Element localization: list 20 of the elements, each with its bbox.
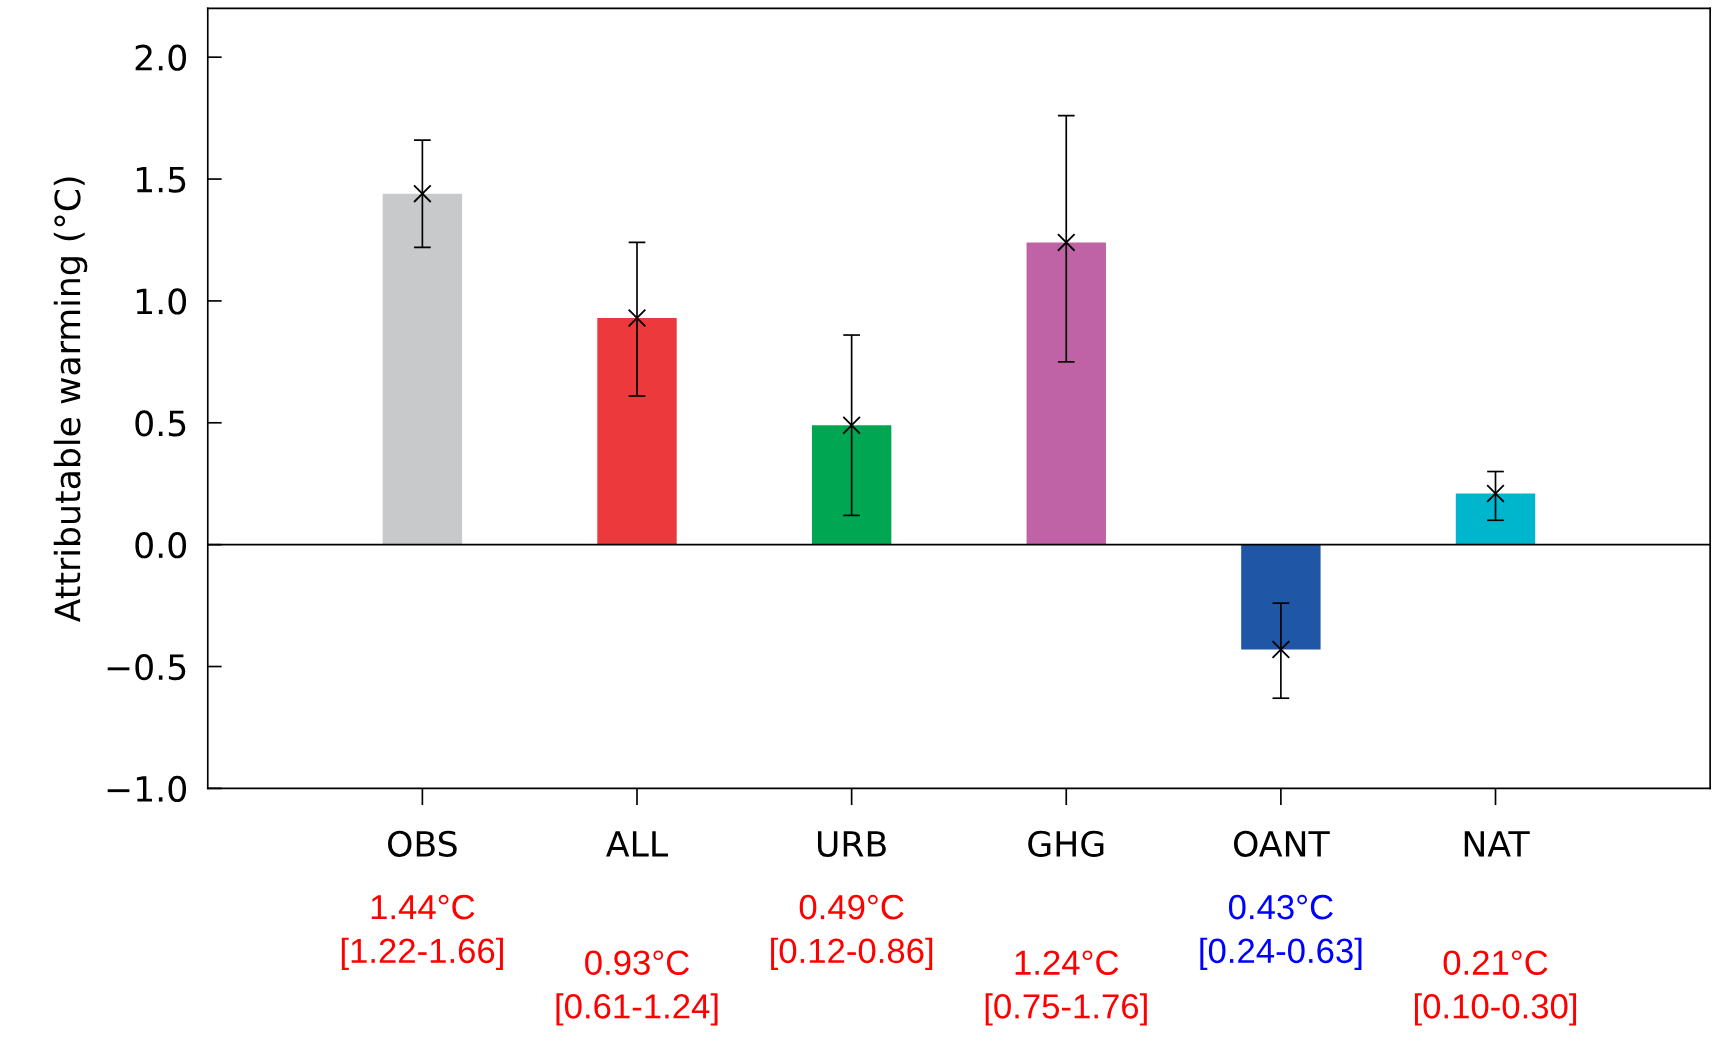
y-axis-title: Attributable warming (°C) <box>53 177 88 623</box>
text: 0.21°C [0.10-0.30] <box>1414 950 1577 1026</box>
x-tick-label: OANT <box>1234 830 1330 857</box>
x-tick-label: NAT <box>1464 831 1530 857</box>
text: 1.44°C [1.22-1.66] <box>341 894 503 971</box>
text: 1.24°C [0.75-1.76] <box>985 950 1147 1026</box>
text: 0.93°C [0.61-1.24] <box>556 950 718 1026</box>
text: 0.43°C [0.24-0.63] <box>1200 894 1362 971</box>
x-tick-label: OBS <box>388 830 457 857</box>
y-tick-label: 1.5 <box>136 166 186 193</box>
y-tick-label: 0.0 <box>135 532 187 559</box>
y-tick-label: 1.0 <box>136 288 187 315</box>
y-tick-label: 2.0 <box>135 44 187 71</box>
text: 0.49°C [0.12-0.86] <box>771 894 933 971</box>
x-tick-label: URB <box>817 831 886 857</box>
x-tick-label: GHG <box>1028 830 1104 857</box>
y-tick-label: −0.5 <box>107 653 186 681</box>
y-tick-label: −1.0 <box>107 775 187 803</box>
y-tick-label: 0.5 <box>135 410 186 437</box>
x-tick-label: ALL <box>606 831 669 857</box>
